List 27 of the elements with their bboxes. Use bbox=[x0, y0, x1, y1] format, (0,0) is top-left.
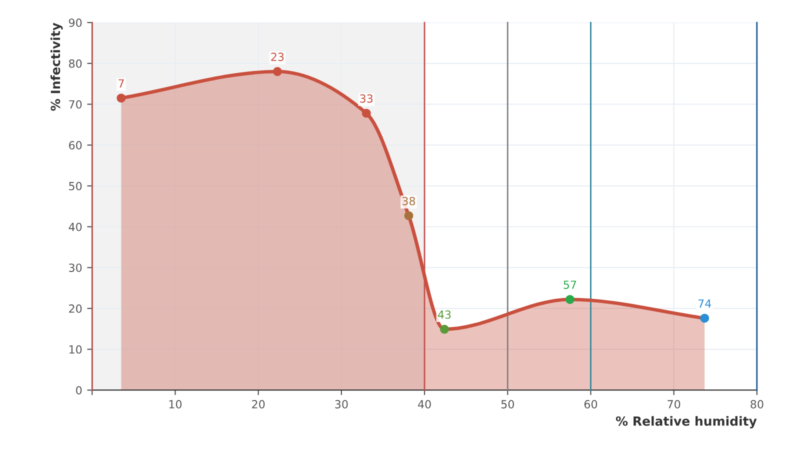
annotation: 33 bbox=[360, 94, 373, 103]
x-tick-label: 30 bbox=[335, 400, 348, 408]
annotation: 7 bbox=[118, 79, 124, 88]
y-tick-label: 0 bbox=[76, 386, 82, 394]
x-tick-label: 60 bbox=[584, 400, 598, 408]
x-tick-label: 40 bbox=[418, 400, 431, 408]
y-tick-label: 50 bbox=[69, 182, 82, 190]
x-tick-label: 20 bbox=[252, 400, 265, 408]
y-axis-title: % Infectivity bbox=[50, 22, 63, 111]
y-tick-label: 40 bbox=[68, 222, 82, 232]
y-tick-label: 60 bbox=[69, 141, 82, 150]
annotation: 23 bbox=[271, 52, 284, 62]
y-tick-label: 90 bbox=[68, 18, 82, 27]
annotation: 74 bbox=[698, 299, 712, 308]
x-axis-title: % Relative humidity bbox=[616, 416, 757, 428]
x-tick-label: 10 bbox=[169, 400, 182, 408]
x-tick-label: 80 bbox=[750, 400, 764, 408]
y-tick-label: 30 bbox=[69, 264, 82, 272]
y-tick-label: 70 bbox=[69, 100, 82, 109]
x-tick-label: 70 bbox=[668, 400, 680, 408]
annotation: 57 bbox=[564, 280, 576, 289]
y-tick-label: 10 bbox=[69, 345, 82, 354]
annotation: 38 bbox=[402, 196, 416, 206]
annotation: 43 bbox=[438, 310, 451, 319]
y-tick-label: 80 bbox=[69, 59, 82, 68]
x-tick-label: 50 bbox=[501, 400, 514, 408]
y-tick-label: 20 bbox=[69, 304, 82, 313]
